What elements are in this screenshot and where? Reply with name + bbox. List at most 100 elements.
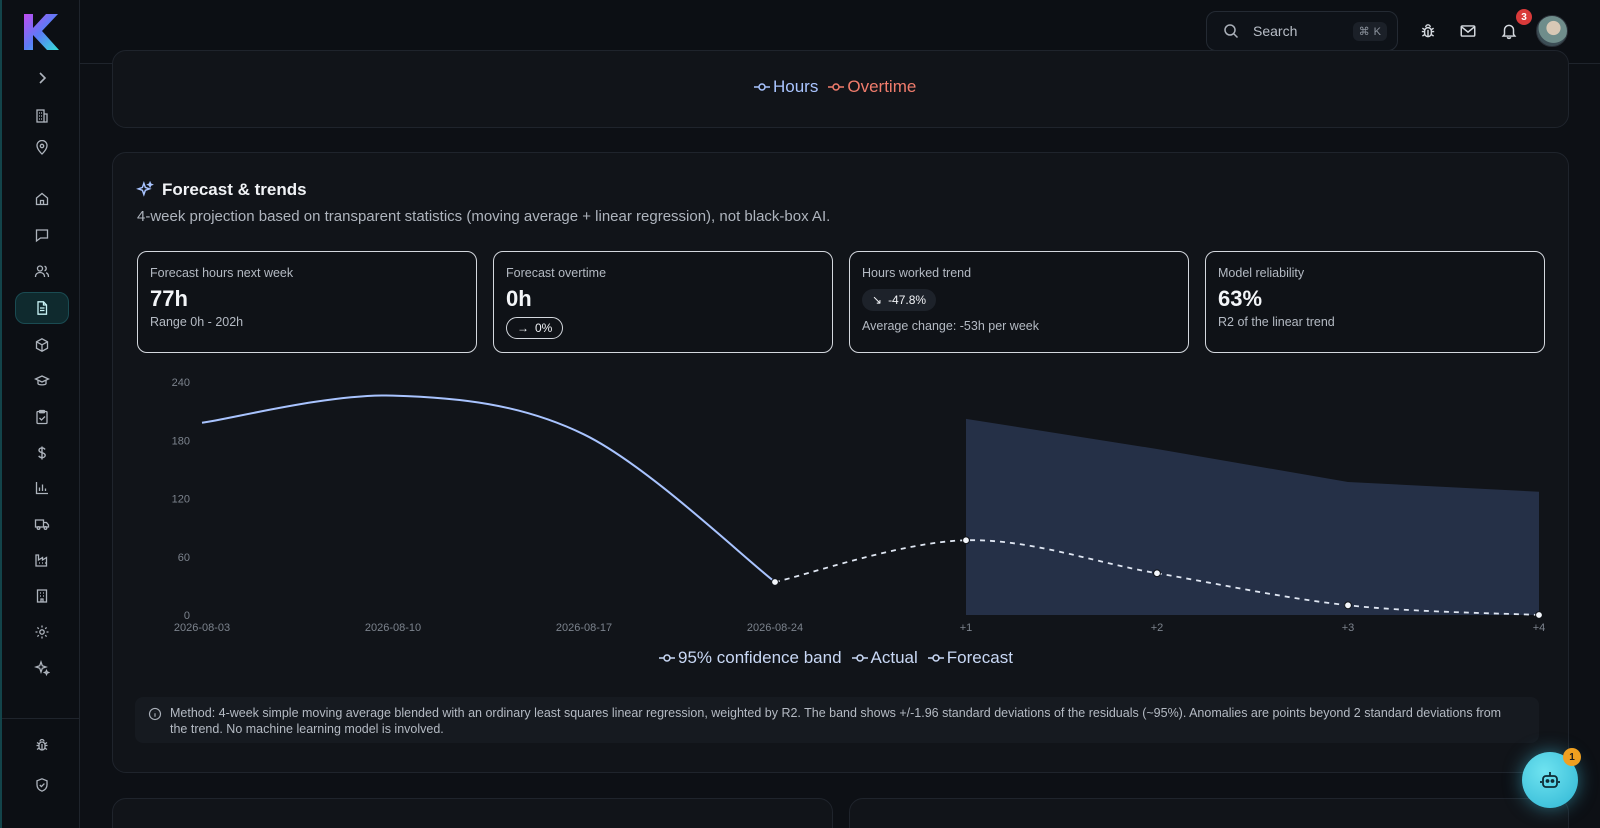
stat-value: 0h	[506, 286, 532, 311]
stat-card-forecast-overtime: Forecast overtime 0h → 0%	[493, 251, 833, 353]
pill-value: -47.8%	[888, 293, 927, 307]
info-icon	[148, 707, 162, 721]
sidebar-item-messages[interactable]	[15, 219, 69, 251]
stat-label: Forecast hours next week	[150, 266, 294, 280]
legend-item-hours[interactable]: Hours	[754, 77, 818, 97]
sidebar-item-security[interactable]	[15, 769, 69, 801]
office-building-icon	[36, 589, 48, 603]
y-tick-label: 0	[184, 610, 190, 622]
mail-icon[interactable]	[1459, 22, 1477, 40]
arrow-right-icon: →	[517, 321, 529, 335]
confidence-band	[966, 418, 1539, 615]
building-icon	[36, 109, 48, 123]
sidebar-item-buildings[interactable]	[15, 580, 69, 612]
actual-series-line	[201, 394, 776, 583]
sidebar-item-settings[interactable]	[15, 616, 69, 648]
x-tick-label: +4	[1533, 622, 1546, 634]
method-note: Method: 4-week simple moving average ble…	[135, 697, 1539, 743]
sidebar-item-users[interactable]	[15, 255, 69, 287]
stat-value: 77h	[150, 286, 188, 311]
y-tick-label: 60	[178, 552, 190, 564]
sparkles-icon	[34, 660, 50, 676]
forecast-point	[1153, 569, 1161, 578]
shield-check-icon	[36, 778, 48, 792]
legend-item-confidence-band[interactable]: 95% confidence band	[659, 648, 842, 668]
bug-icon	[36, 738, 48, 751]
sidebar-item-reports[interactable]	[15, 292, 69, 324]
forecast-point	[771, 578, 779, 586]
dollar-icon	[38, 446, 46, 460]
legend-item-forecast[interactable]: Forecast	[927, 648, 1013, 668]
stat-card-model-reliability: Model reliability 63% R2 of the linear t…	[1205, 251, 1545, 353]
forecast-chart-legend: 95% confidence band Actual Forecast	[659, 648, 1013, 668]
line-marker-icon	[659, 654, 675, 662]
search-placeholder: Search	[1253, 23, 1298, 39]
y-tick-label: 180	[172, 435, 190, 447]
sidebar-divider	[2, 718, 80, 719]
stat-subtext: R2 of the linear trend	[1218, 315, 1335, 329]
factory-icon	[35, 554, 48, 567]
sidebar-item-tasks[interactable]	[15, 401, 69, 433]
line-marker-icon	[754, 83, 770, 91]
forecast-chart: 0 60 120 180 240 2026-08-03 2026-08-10 2026-08-…	[172, 377, 1546, 634]
y-tick-label: 240	[172, 377, 190, 389]
sidebar	[0, 0, 80, 828]
sidebar-item-ai[interactable]	[15, 652, 69, 684]
legend-label: Actual	[870, 648, 918, 667]
stat-label: Forecast overtime	[506, 266, 607, 280]
sidebar-item-companies[interactable]	[15, 100, 69, 132]
stat-card-hours-trend: Hours worked trend ↘ -47.8% Average chan…	[849, 251, 1189, 353]
user-avatar[interactable]	[1536, 15, 1568, 47]
bug-icon[interactable]	[1419, 22, 1437, 40]
x-tick-label: 2026-08-10	[365, 622, 421, 634]
legend-label: 95% confidence band	[678, 648, 842, 667]
sidebar-item-locations[interactable]	[15, 132, 69, 164]
change-pill: → 0%	[506, 317, 564, 339]
pill-value: 0%	[535, 321, 553, 335]
x-tick-label: +2	[1151, 622, 1164, 634]
search-input[interactable]: Search ⌘ K	[1206, 11, 1398, 51]
expand-sidebar-button[interactable]	[15, 62, 69, 94]
stat-subtext: Range 0h - 202h	[150, 315, 244, 329]
legend-item-actual[interactable]: Actual	[851, 648, 918, 668]
forecast-point	[962, 536, 970, 545]
legend-label: Hours	[773, 77, 819, 96]
shortcut-key: K	[1373, 25, 1381, 38]
stat-label: Hours worked trend	[862, 266, 972, 280]
sidebar-item-training[interactable]	[15, 365, 69, 397]
bell-icon[interactable]	[1500, 22, 1518, 40]
bar-chart-icon	[35, 482, 48, 495]
sidebar-item-products[interactable]	[15, 329, 69, 361]
sidebar-item-factory[interactable]	[15, 544, 69, 576]
sidebar-item-finance[interactable]	[15, 437, 69, 469]
forecast-point	[1344, 601, 1352, 610]
app-logo[interactable]	[22, 13, 60, 51]
map-pin-icon	[36, 140, 48, 155]
sidebar-item-analytics[interactable]	[15, 472, 69, 504]
clipboard-check-icon	[36, 409, 48, 425]
line-marker-icon	[828, 83, 845, 91]
x-tick-label: 2026-08-24	[747, 622, 803, 634]
x-tick-label: +3	[1342, 622, 1355, 634]
forecast-point	[1535, 611, 1543, 619]
document-icon	[37, 301, 48, 315]
chevron-right-icon	[39, 72, 47, 84]
legend-label: Forecast	[946, 648, 1013, 667]
hours-chart-panel	[112, 50, 1569, 128]
legend-item-overtime[interactable]: Overtime	[828, 77, 916, 97]
chat-icon	[35, 229, 49, 243]
robot-icon	[1540, 772, 1560, 788]
sidebar-item-home[interactable]	[15, 183, 69, 215]
graduation-cap-icon	[34, 375, 50, 386]
sidebar-item-bug-report[interactable]	[15, 729, 69, 761]
users-icon	[34, 265, 50, 278]
hours-chart-legend: Hours Overtime	[754, 77, 916, 97]
method-text: Method: 4-week simple moving average ble…	[170, 706, 1502, 736]
x-tick-label: 2026-08-03	[174, 622, 230, 634]
stat-card-forecast-hours: Forecast hours next week 77h Range 0h - …	[137, 251, 477, 353]
stat-label: Model reliability	[1218, 266, 1305, 280]
sidebar-item-deliveries[interactable]	[15, 508, 69, 540]
sparkles-icon	[136, 181, 154, 197]
bottom-right-panel	[849, 798, 1569, 828]
bottom-left-panel	[112, 798, 833, 828]
